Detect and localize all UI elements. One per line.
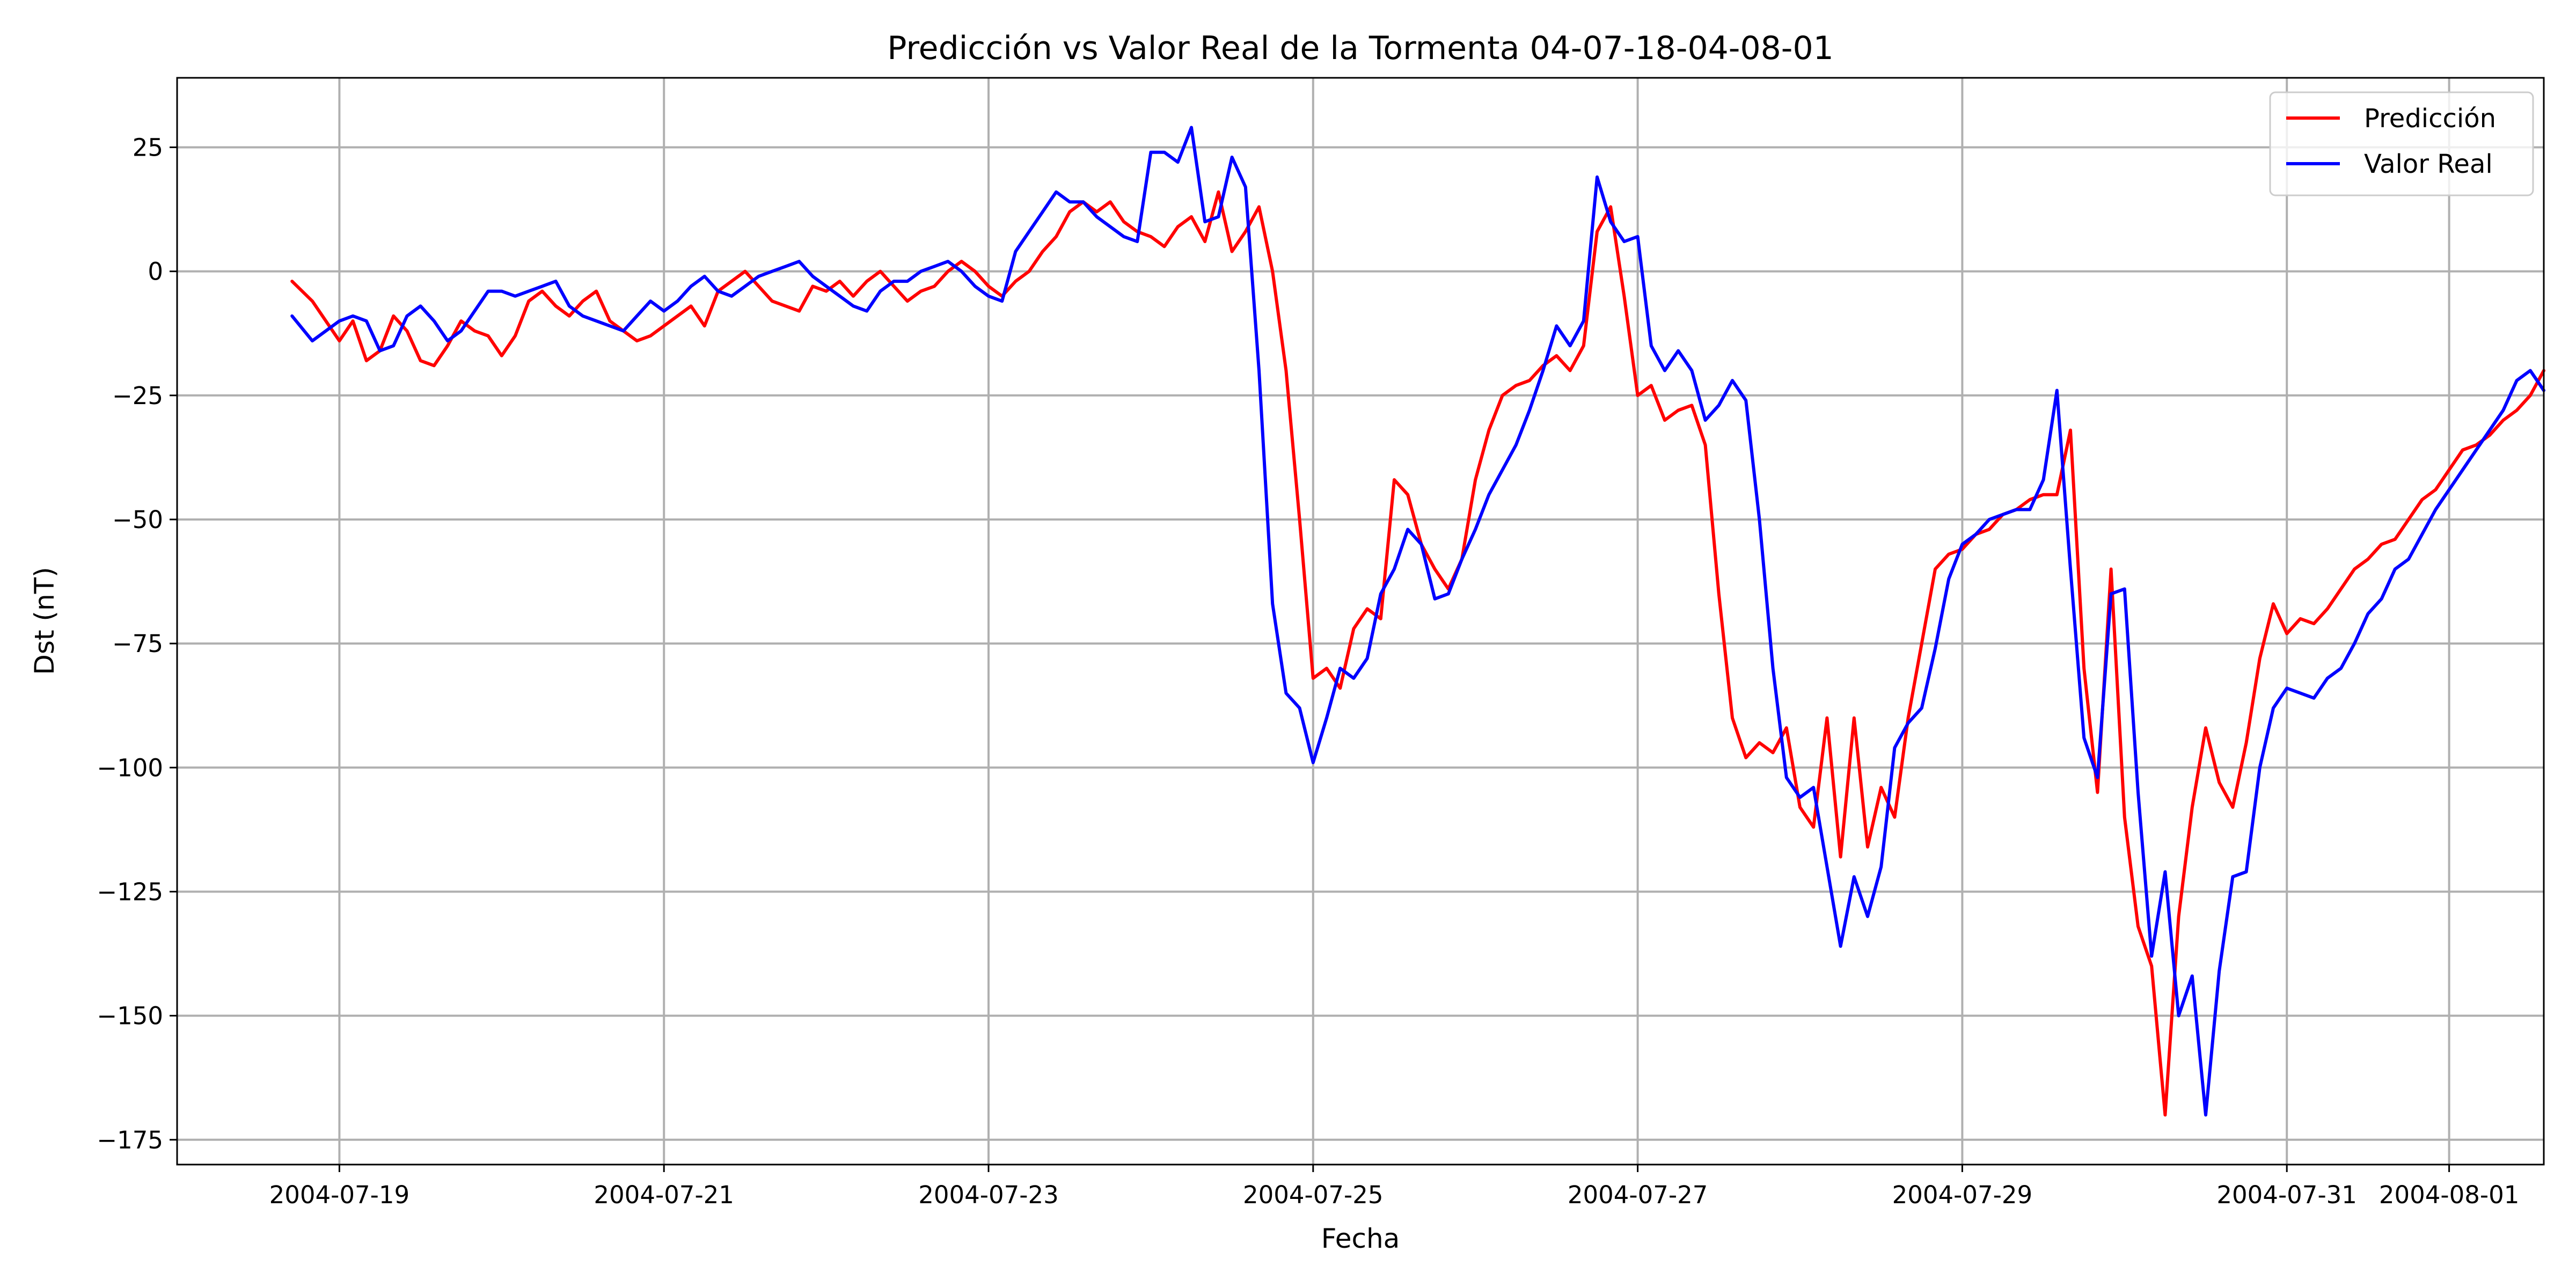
legend-label-valor-real: Valor Real <box>2364 149 2493 179</box>
y-tick-label: −50 <box>112 506 163 534</box>
legend-label-prediccion: Predicción <box>2364 104 2496 134</box>
x-tick-label: 2004-07-31 <box>2216 1181 2357 1209</box>
y-tick-label: −175 <box>97 1126 163 1154</box>
x-tick-label: 2004-08-01 <box>2379 1181 2520 1209</box>
y-tick-label: −25 <box>112 382 163 410</box>
x-tick-label: 2004-07-23 <box>918 1181 1059 1209</box>
legend: Predicción Valor Real <box>2269 91 2534 196</box>
x-tick-label: 2004-07-27 <box>1568 1181 1708 1209</box>
series-layer <box>290 126 2545 1117</box>
plot-frame <box>176 77 2545 1166</box>
x-tick-label: 2004-07-21 <box>594 1181 734 1209</box>
y-tick-label: −150 <box>97 1002 163 1030</box>
series-line-prediccion <box>290 190 2545 1117</box>
y-tick-label: 0 <box>148 258 163 286</box>
chart-title: Predicción vs Valor Real de la Tormenta … <box>887 30 1834 67</box>
x-tick-label: 2004-07-29 <box>1892 1181 2033 1209</box>
tick-layer: 2004-07-19 2004-07-21 2004-07-23 2004-07-25… <box>97 133 2519 1209</box>
y-tick-label: 25 <box>133 133 163 162</box>
x-tick-label: 2004-07-25 <box>1243 1181 1384 1209</box>
grid-layer <box>177 78 2544 1165</box>
x-tick-label: 2004-07-19 <box>269 1181 410 1209</box>
x-axis-label: Fecha <box>1321 1223 1400 1254</box>
y-tick-label: −125 <box>97 877 163 906</box>
y-axis-label: Dst (nT) <box>29 567 60 675</box>
series-line-valor-real <box>290 126 2545 1117</box>
y-tick-label: −75 <box>112 630 163 658</box>
y-tick-label: −100 <box>97 753 163 782</box>
